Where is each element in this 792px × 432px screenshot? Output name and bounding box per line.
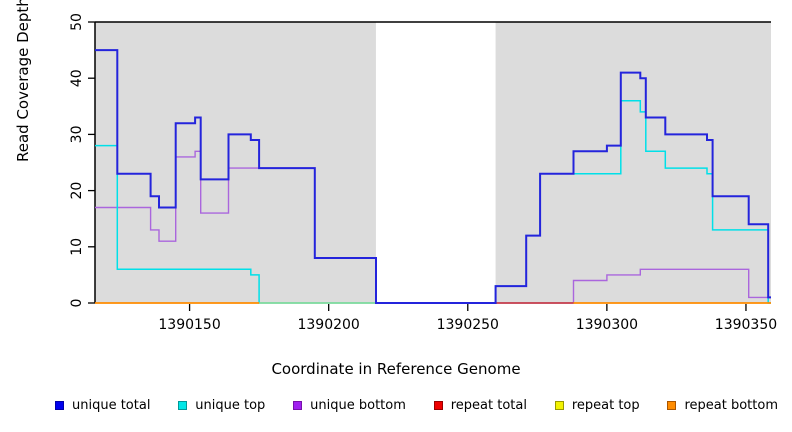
legend-swatch-repeat-total [433, 401, 443, 410]
legend-item-unique-bottom: unique bottom [293, 398, 406, 413]
plot-background-band [495, 22, 771, 303]
legend-swatch-unique-total [55, 401, 64, 410]
legend-item-repeat-bottom: repeat bottom [667, 398, 778, 413]
legend-swatch-unique-top [178, 401, 188, 410]
y-tick-label: 0 [69, 299, 85, 308]
legend-item-unique-total: unique total [55, 398, 150, 413]
legend-label: unique bottom [310, 398, 406, 413]
x-tick-label: 1390200 [297, 317, 359, 333]
legend-label: repeat top [571, 398, 640, 413]
legend-item-repeat-total: repeat total [433, 398, 527, 413]
legend: unique total unique top unique bottom repea… [0, 398, 792, 413]
x-tick-label: 1390300 [576, 317, 638, 333]
x-tick-label: 1390150 [158, 317, 220, 333]
y-tick-label: 20 [69, 182, 85, 200]
plot-background-band [375, 22, 496, 303]
legend-swatch-unique-bottom [293, 401, 303, 410]
y-tick-label: 10 [69, 238, 85, 256]
legend-item-repeat-top: repeat top [554, 398, 640, 413]
legend-swatch-repeat-top [554, 401, 564, 410]
x-axis-title: Coordinate in Reference Genome [271, 360, 521, 378]
legend-item-unique-top: unique top [178, 398, 265, 413]
legend-swatch-repeat-bottom [667, 401, 677, 410]
legend-label: repeat bottom [684, 398, 778, 413]
chart-canvas: 0 10 20 30 40 50 1390150 1390200 1390250 1390300 1… [69, 13, 777, 333]
x-tick-label: 1390350 [715, 317, 777, 333]
legend-label: repeat total [450, 398, 527, 413]
legend-label: unique total [72, 398, 151, 413]
x-tick-label: 1390250 [437, 317, 499, 333]
y-tick-label: 30 [69, 125, 85, 143]
y-tick-label: 40 [69, 69, 85, 87]
plot-background-band [95, 22, 376, 303]
legend-label: unique top [195, 398, 266, 413]
series-line-unique-total [95, 49, 771, 304]
y-tick-label: 50 [69, 13, 85, 31]
